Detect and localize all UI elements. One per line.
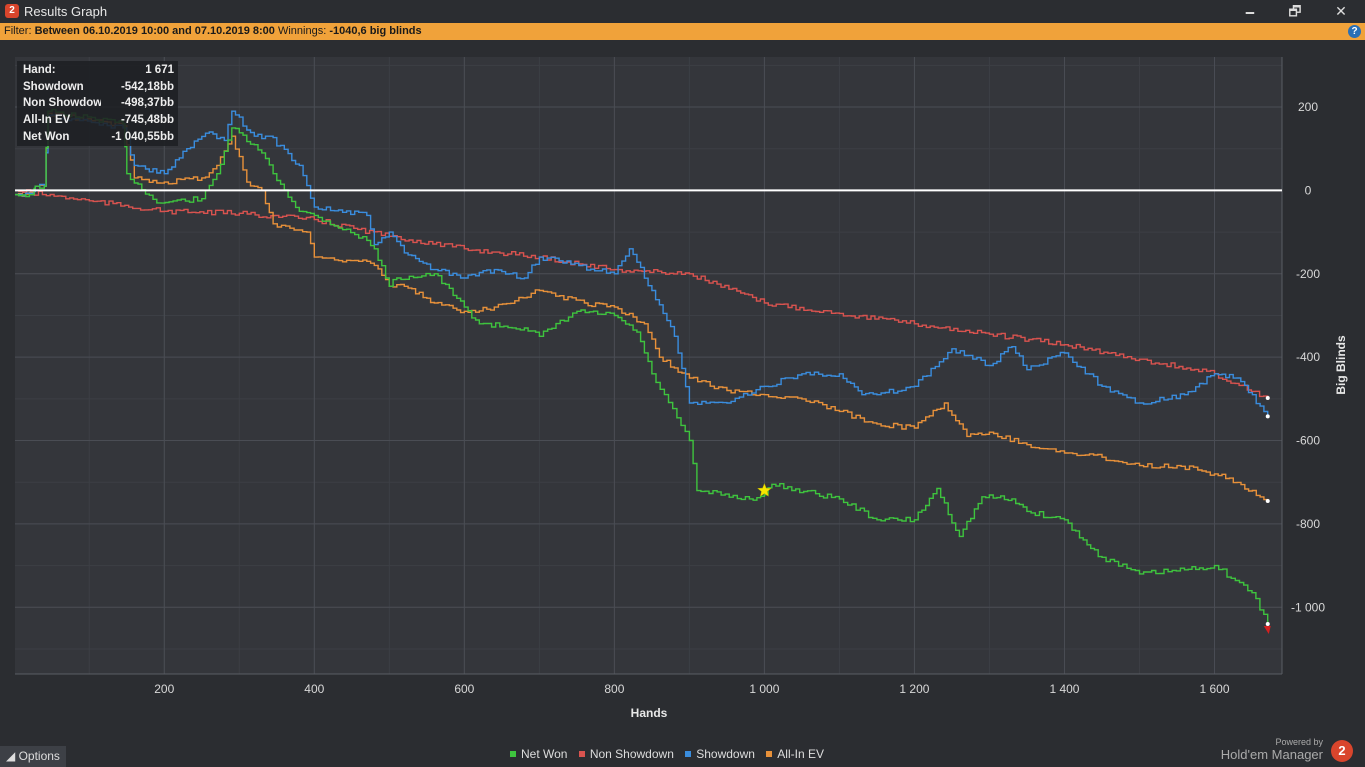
legend-item-showdown[interactable]: Showdown xyxy=(685,747,755,761)
minimize-button[interactable]: 🗕 xyxy=(1245,3,1255,19)
legend-item-net-won[interactable]: Net Won xyxy=(510,747,567,761)
brand-name: Hold'em Manager xyxy=(1220,747,1323,762)
app-logo-icon: 2 xyxy=(5,4,19,18)
filter-label: Filter: xyxy=(4,25,32,37)
tooltip-value: -1 040,55bb xyxy=(111,131,174,143)
window-title: Results Graph xyxy=(24,4,108,19)
legend-swatch xyxy=(510,751,516,757)
x-tick-label: 1 400 xyxy=(1049,682,1079,696)
series-line-showdown xyxy=(15,110,1269,417)
tooltip-key: Hand: xyxy=(23,64,56,76)
options-label: ◢ Options xyxy=(6,749,60,763)
maximize-button[interactable]: 🗗 xyxy=(1288,3,1302,19)
series-end-point xyxy=(1265,621,1270,626)
x-tick-label: 600 xyxy=(454,682,474,696)
end-arrow-icon xyxy=(1263,625,1271,634)
y-tick-label: -600 xyxy=(1296,434,1320,448)
series-end-point xyxy=(1265,396,1270,401)
winnings-label: Winnings: xyxy=(277,25,327,37)
plot-area xyxy=(15,57,1282,674)
filter-range: Between 06.10.2019 10:00 and 07.10.2019 … xyxy=(34,25,275,37)
legend-swatch xyxy=(685,751,692,757)
legend-swatch xyxy=(578,751,585,757)
series-layer xyxy=(15,108,1282,634)
legend-label: All-In EV xyxy=(777,747,824,761)
tooltip-row-hand: Hand: 1 671 xyxy=(23,64,174,80)
brand: Powered by Hold'em Manager 2 xyxy=(1221,737,1353,762)
tooltip-value: -498,37bb xyxy=(120,97,174,109)
x-tick-label: 1 200 xyxy=(899,682,929,696)
title-bar: 2 Results Graph 🗕 🗗 ✕ xyxy=(0,0,1365,23)
x-axis-label: Hands xyxy=(631,706,668,720)
winnings-value: -1040,6 big blinds xyxy=(329,25,422,37)
series-line-all-in-ev xyxy=(15,112,1269,501)
options-button[interactable]: ◢ Options xyxy=(0,746,66,767)
tooltip-row-showdown: Showdown -542,18bb xyxy=(23,81,174,97)
series-end-point xyxy=(1265,498,1270,503)
tooltip-value: 1 671 xyxy=(145,64,174,76)
y-axis-label: Big Blinds xyxy=(1334,335,1348,395)
legend-label: Net Won xyxy=(521,747,568,761)
hover-tooltip: Hand: 1 671 Showdown -542,18bb Non Showdow… xyxy=(17,61,178,146)
close-button[interactable]: ✕ xyxy=(1335,3,1347,19)
legend: Net Won Non Showdown Showdown All-In EV xyxy=(510,747,832,761)
results-chart[interactable]: 200 400 600 800 1 000 1 200 1 400 1 600 200 0 -20… xyxy=(0,40,1365,740)
y-tick-label: -400 xyxy=(1296,350,1320,364)
series-line-non-showdown xyxy=(15,189,1269,398)
tooltip-key: Non Showdown xyxy=(23,97,101,109)
legend-item-non-showdown[interactable]: Non Showdown xyxy=(578,747,674,761)
legend-swatch xyxy=(766,751,773,757)
tooltip-key: All-In EV xyxy=(23,114,71,126)
tooltip-value: -745,48bb xyxy=(120,114,174,126)
x-tick-label: 800 xyxy=(604,682,624,696)
help-icon[interactable]: ? xyxy=(1348,25,1361,38)
y-axis: 200 0 -200 -400 -600 -800 -1 000 xyxy=(1291,100,1325,614)
tooltip-key: Showdown xyxy=(23,81,84,93)
legend-item-all-in-ev[interactable]: All-In EV xyxy=(766,747,824,761)
legend-label: Showdown xyxy=(696,747,755,761)
tooltip-value: -542,18bb xyxy=(120,81,174,93)
y-tick-label: -800 xyxy=(1296,517,1320,531)
legend-label: Non Showdown xyxy=(589,747,674,761)
star-marker-icon xyxy=(757,482,772,497)
y-tick-label: 0 xyxy=(1305,183,1312,197)
tooltip-key: Net Won xyxy=(23,131,70,143)
tooltip-row-all-in-ev: All-In EV -745,48bb xyxy=(23,114,174,130)
series-line-net-won xyxy=(15,108,1269,624)
brand-logo-icon: 2 xyxy=(1331,740,1353,762)
powered-by-text: Powered by xyxy=(1275,737,1323,747)
y-tick-label: 200 xyxy=(1298,100,1318,114)
x-tick-label: 400 xyxy=(304,682,324,696)
x-tick-label: 1 000 xyxy=(749,682,779,696)
x-axis: 200 400 600 800 1 000 1 200 1 400 1 600 xyxy=(154,682,1230,696)
x-tick-label: 1 600 xyxy=(1199,682,1229,696)
y-tick-label: -200 xyxy=(1296,267,1320,281)
x-tick-label: 200 xyxy=(154,682,174,696)
filter-bar[interactable]: Filter: Between 06.10.2019 10:00 and 07.… xyxy=(0,23,1365,40)
y-tick-label: -1 000 xyxy=(1291,600,1325,614)
series-end-point xyxy=(1265,414,1270,419)
tooltip-row-non-showdown: Non Showdown -498,37bb xyxy=(23,97,174,113)
tooltip-row-net-won: Net Won -1 040,55bb xyxy=(23,131,174,147)
